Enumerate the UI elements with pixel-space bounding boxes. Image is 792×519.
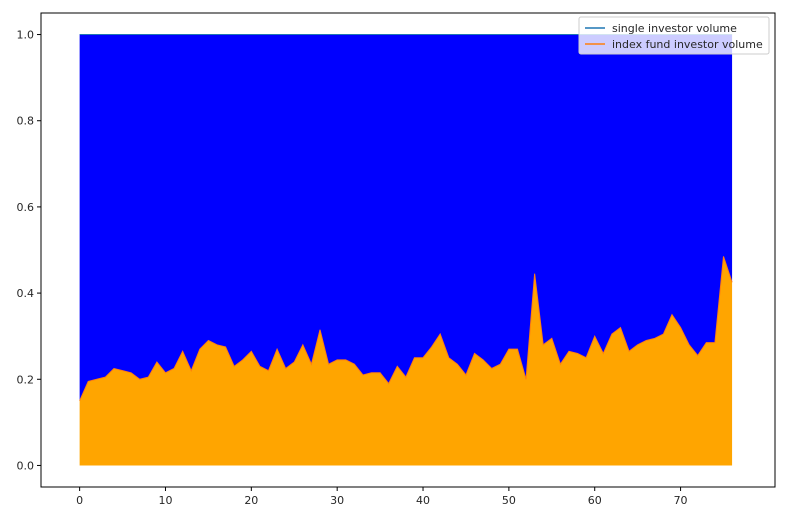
legend-box bbox=[578, 16, 770, 55]
axes-frame bbox=[40, 12, 776, 488]
y-tick-label: 0.4 bbox=[17, 287, 35, 300]
x-tick-label: 50 bbox=[502, 494, 516, 507]
x-axis: 0 10 20 30 40 50 60 70 bbox=[76, 487, 688, 507]
plot-area bbox=[79, 34, 733, 466]
legend-label-index-fund-investor: index fund investor volume bbox=[612, 38, 763, 51]
area-index-fund-investor-volume bbox=[79, 256, 733, 466]
x-tick-label: 40 bbox=[416, 494, 430, 507]
y-tick-label: 0.6 bbox=[17, 201, 35, 214]
x-tick-label: 60 bbox=[588, 494, 602, 507]
legend: single investor volume index fund invest… bbox=[578, 16, 770, 55]
y-tick-label: 0.8 bbox=[17, 115, 35, 128]
y-axis: 0.0 0.2 0.4 0.6 0.8 1.0 bbox=[17, 29, 41, 472]
x-tick-label: 30 bbox=[330, 494, 344, 507]
x-tick-label: 0 bbox=[76, 494, 83, 507]
legend-label-single-investor: single investor volume bbox=[612, 22, 737, 35]
x-tick-label: 70 bbox=[674, 494, 688, 507]
y-tick-label: 0.2 bbox=[17, 373, 35, 386]
line-index-fund-investor-volume bbox=[79, 256, 733, 402]
x-tick-label: 10 bbox=[158, 494, 172, 507]
y-tick-label: 0.0 bbox=[17, 459, 35, 472]
area-single-investor-volume bbox=[79, 34, 733, 401]
x-tick-label: 20 bbox=[244, 494, 258, 507]
y-tick-label: 1.0 bbox=[17, 29, 35, 42]
